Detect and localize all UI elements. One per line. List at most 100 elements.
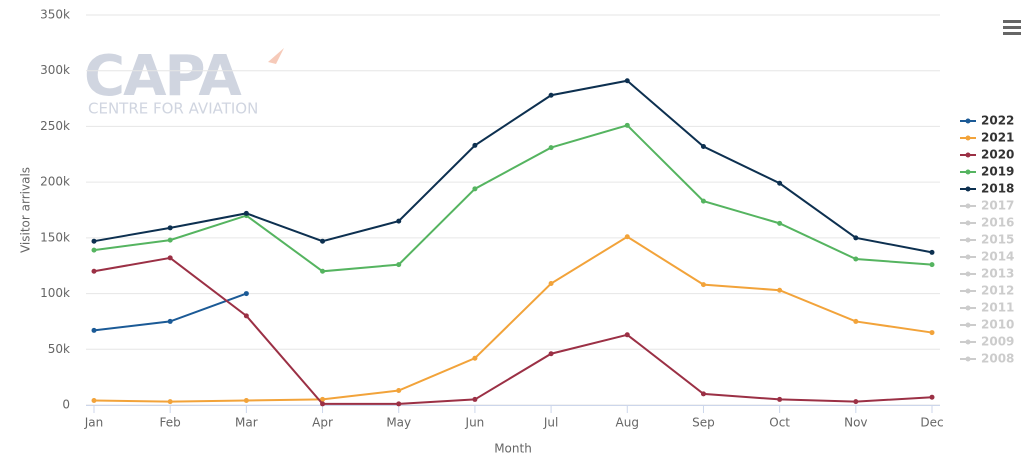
point	[91, 268, 97, 274]
line	[93, 235, 933, 403]
legend-label: 2018	[981, 182, 1014, 196]
point	[700, 391, 706, 397]
point	[320, 401, 326, 407]
point	[91, 327, 97, 333]
point	[167, 225, 173, 231]
legend-item[interactable]: 2011	[960, 301, 1014, 315]
legend-marker	[965, 271, 971, 277]
watermark: CAPA CENTRE FOR AVIATION	[84, 44, 284, 118]
point	[320, 396, 326, 402]
series-2020	[91, 255, 935, 407]
menu-button[interactable]	[1003, 20, 1021, 35]
legend-item[interactable]: 2009	[960, 335, 1014, 349]
y-tick-label: 300k	[40, 63, 70, 77]
x-tick-label: Oct	[769, 416, 790, 430]
legend-label: 2008	[981, 352, 1014, 366]
legend-label: 2009	[981, 335, 1014, 349]
point	[929, 262, 935, 268]
point	[472, 186, 478, 192]
x-tick-label: Apr	[312, 416, 333, 430]
x-tick-label: Nov	[844, 416, 867, 430]
legend-marker	[965, 220, 971, 226]
point	[320, 268, 326, 274]
y-tick-label: 100k	[40, 286, 70, 300]
point	[853, 399, 859, 405]
legend-item[interactable]: 2019	[960, 165, 1014, 179]
legend-item[interactable]: 2022	[960, 114, 1014, 128]
legend-label: 2017	[981, 199, 1014, 213]
point	[700, 198, 706, 204]
point	[167, 255, 173, 261]
watermark-arrow	[268, 48, 284, 64]
point	[624, 122, 630, 128]
legend-marker	[965, 237, 971, 243]
series-2021	[91, 234, 935, 405]
y-tick-label: 150k	[40, 230, 70, 244]
legend-label: 2022	[981, 114, 1014, 128]
menu-bar	[1003, 32, 1021, 35]
point	[396, 401, 402, 407]
point	[777, 287, 783, 293]
legend-item[interactable]: 2015	[960, 233, 1014, 247]
legend-marker	[965, 305, 971, 311]
point	[243, 210, 249, 216]
point	[243, 398, 249, 404]
point	[548, 92, 554, 98]
point	[624, 78, 630, 84]
legend-item[interactable]: 2014	[960, 250, 1014, 264]
legend-item[interactable]: 2018	[960, 182, 1014, 196]
point	[624, 332, 630, 338]
point	[396, 388, 402, 394]
line	[93, 79, 933, 254]
point	[853, 318, 859, 324]
point	[548, 281, 554, 287]
legend-item[interactable]: 2012	[960, 284, 1014, 298]
x-tick-label: Jan	[84, 416, 104, 430]
legend-item[interactable]: 2013	[960, 267, 1014, 281]
legend-item[interactable]: 2016	[960, 216, 1014, 230]
legend-label: 2016	[981, 216, 1014, 230]
point	[853, 235, 859, 241]
point	[472, 355, 478, 361]
line	[93, 256, 933, 405]
y-tick-label: 0	[62, 398, 70, 412]
point	[167, 399, 173, 405]
legend-marker	[965, 186, 971, 192]
x-tick-label: Jul	[543, 416, 558, 430]
point	[700, 282, 706, 288]
legend-item[interactable]: 2008	[960, 352, 1014, 366]
point	[167, 318, 173, 324]
legend-marker	[965, 356, 971, 362]
menu-bar	[1003, 26, 1021, 29]
line	[93, 124, 933, 273]
point	[777, 220, 783, 226]
legend-item[interactable]: 2010	[960, 318, 1014, 332]
point	[624, 234, 630, 240]
legend-label: 2014	[981, 250, 1014, 264]
y-tick-label: 200k	[40, 175, 70, 189]
x-tick-label: May	[386, 416, 411, 430]
x-tick-label: Dec	[920, 416, 943, 430]
point	[91, 238, 97, 244]
legend-marker	[965, 135, 971, 141]
point	[91, 247, 97, 253]
legend-marker	[965, 322, 971, 328]
legend-marker	[965, 169, 971, 175]
menu-bar	[1003, 20, 1021, 23]
y-tick-label: 250k	[40, 119, 70, 133]
point	[853, 256, 859, 262]
point	[472, 142, 478, 148]
legend-label: 2020	[981, 148, 1014, 162]
point	[243, 313, 249, 319]
legend-marker	[965, 118, 971, 124]
legend-item[interactable]: 2021	[960, 131, 1014, 145]
legend-item[interactable]: 2020	[960, 148, 1014, 162]
x-tick-label: Feb	[160, 416, 181, 430]
legend-item[interactable]: 2017	[960, 199, 1014, 213]
legend-marker	[965, 152, 971, 158]
x-tick-label: Jun	[465, 416, 485, 430]
x-tick-label: Aug	[616, 416, 639, 430]
x-axis-title: Month	[494, 442, 532, 456]
x-tick-label: Sep	[692, 416, 715, 430]
